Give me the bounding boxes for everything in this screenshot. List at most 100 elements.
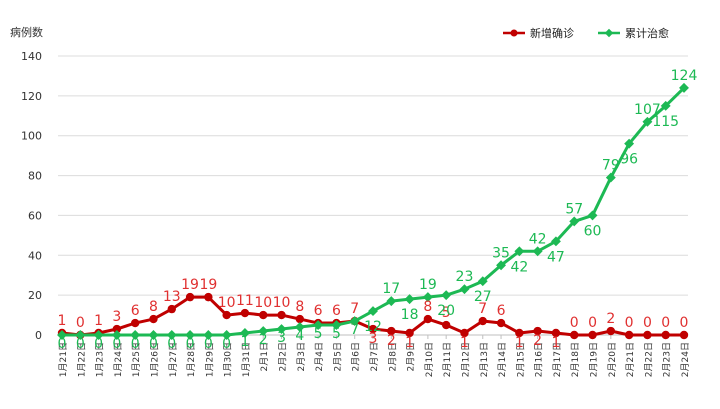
data-label: 35 — [492, 245, 510, 261]
x-tick-label: 2月15日 — [515, 342, 526, 377]
data-point — [386, 296, 397, 307]
data-point — [624, 330, 634, 340]
data-point — [258, 326, 269, 336]
data-label: 0 — [58, 336, 67, 352]
x-tick-label: 1月22日 — [76, 342, 87, 377]
data-point — [130, 318, 140, 328]
data-point — [387, 326, 396, 336]
data-point — [679, 82, 689, 93]
data-label: 2 — [387, 333, 396, 349]
data-point — [679, 330, 689, 340]
data-point — [532, 246, 543, 257]
data-label: 5 — [332, 326, 341, 342]
data-point — [477, 276, 488, 287]
data-label: 124 — [671, 68, 698, 84]
data-label: 1 — [405, 335, 414, 351]
y-tick-label: 60 — [28, 209, 42, 222]
data-point — [240, 308, 250, 318]
data-label: 13 — [163, 289, 181, 305]
data-label: 60 — [584, 223, 602, 239]
legend-marker — [604, 28, 614, 38]
data-point — [441, 320, 451, 330]
x-tick-label: 2月11日 — [442, 342, 453, 377]
data-label: 18 — [401, 307, 419, 323]
data-point — [460, 328, 469, 338]
data-label: 107 — [634, 102, 661, 118]
data-label: 7 — [478, 301, 487, 317]
data-point — [459, 284, 470, 295]
data-label: 0 — [76, 315, 85, 331]
data-label: 27 — [474, 289, 492, 305]
data-point — [588, 330, 597, 340]
x-tick-label: 2月17日 — [552, 342, 563, 377]
data-point — [533, 326, 542, 336]
data-point — [570, 330, 579, 340]
data-label: 0 — [680, 315, 689, 331]
data-label: 0 — [112, 336, 121, 352]
x-tick-label: 2月5日 — [332, 342, 343, 371]
data-point — [422, 292, 433, 303]
data-label: 3 — [277, 330, 286, 346]
x-tick-label: 2月16日 — [534, 342, 545, 377]
data-label: 5 — [314, 326, 323, 342]
data-label: 47 — [547, 249, 565, 265]
y-tick-label: 100 — [21, 130, 42, 143]
data-label: 0 — [186, 336, 195, 352]
legend-label: 新增确诊 — [530, 26, 574, 40]
data-label: 10 — [254, 295, 272, 311]
y-axis-title: 病例数 — [10, 25, 43, 39]
x-tick-label: 2月6日 — [351, 342, 362, 371]
x-tick-label: 2月4日 — [314, 342, 325, 371]
data-label: 2 — [259, 332, 268, 348]
x-tick-label: 2月9日 — [406, 342, 417, 371]
y-axis: 0 20 40 60 80 100 120 140 — [21, 50, 42, 342]
data-label: 0 — [167, 336, 176, 352]
data-label: 0 — [204, 336, 213, 352]
data-point — [441, 290, 452, 301]
data-label: 20 — [437, 303, 455, 319]
data-label: 1 — [94, 313, 103, 329]
x-tick-label: 1月24日 — [113, 342, 124, 377]
data-point — [496, 260, 507, 271]
data-point — [660, 100, 671, 111]
x-tick-label: 1月23日 — [95, 342, 106, 377]
x-tick-label: 2月2日 — [278, 342, 289, 371]
data-point — [277, 310, 286, 320]
data-label: 79 — [602, 158, 620, 174]
x-tick-label: 1月27日 — [168, 342, 179, 377]
series-layer — [57, 82, 689, 340]
data-point — [294, 322, 305, 332]
y-tick-label: 20 — [28, 289, 42, 302]
x-tick-label: 2月18日 — [570, 342, 581, 377]
gridlines — [58, 55, 688, 336]
data-point — [478, 316, 487, 326]
data-point — [112, 324, 122, 334]
x-tick-label: 2月13日 — [479, 342, 490, 377]
x-tick-label: 2月3日 — [296, 342, 307, 371]
data-point — [239, 328, 250, 338]
data-label: 10 — [273, 295, 291, 311]
data-label: 19 — [181, 277, 199, 293]
x-tick-label: 1月28日 — [186, 342, 197, 377]
data-point — [313, 320, 324, 330]
data-point — [204, 292, 213, 302]
x-tick-label: 2月19日 — [589, 342, 600, 377]
data-point — [276, 324, 287, 334]
data-label: 115 — [652, 114, 679, 130]
data-point — [185, 292, 195, 302]
data-point — [661, 330, 670, 340]
data-point — [587, 210, 598, 221]
data-label: 0 — [661, 315, 670, 331]
legend-marker — [510, 29, 518, 37]
legend-label: 累计治愈 — [625, 26, 669, 40]
x-tick-label: 2月14日 — [497, 342, 508, 377]
data-label: 42 — [510, 259, 528, 275]
data-label: 0 — [222, 336, 231, 352]
data-label: 10 — [218, 295, 236, 311]
y-tick-label: 140 — [21, 50, 42, 63]
data-label: 1 — [58, 313, 67, 329]
data-point — [185, 330, 196, 340]
data-label: 1 — [460, 335, 469, 351]
